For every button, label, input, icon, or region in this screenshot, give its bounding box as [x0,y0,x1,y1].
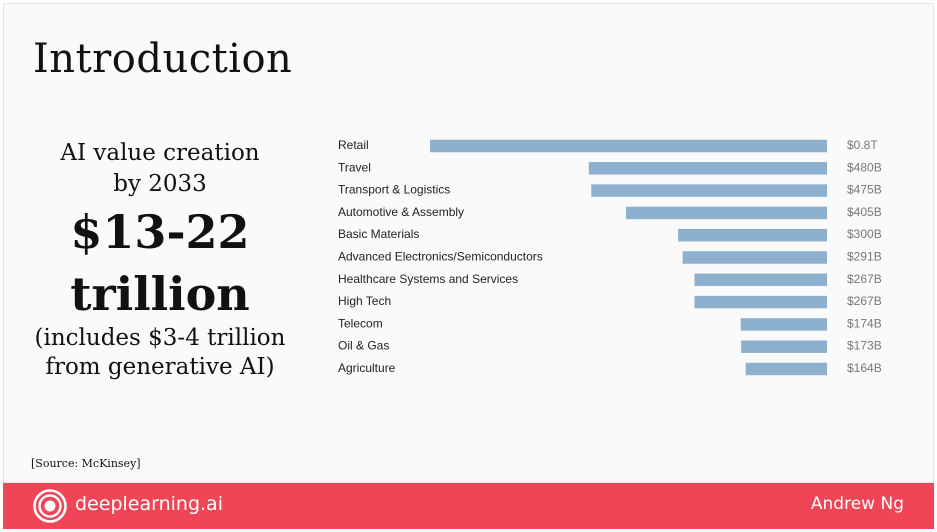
slide [3,3,934,483]
footer-bar: deeplearning.ai Andrew Ng [3,483,934,529]
source-citation: [Source: McKinsey] [31,457,141,470]
slide-title: Introduction [33,36,293,82]
note-line-1: (includes $3-4 trillion [34,325,286,351]
note-line-2: from generative AI) [45,354,275,380]
subtitle-line-1: AI value creation [60,140,260,166]
subtitle-line-2: by 2033 [113,171,207,197]
value-range: $13-22 [70,205,250,259]
brand-name: deeplearning.ai [75,493,223,515]
headline-block: AI value creation by 2033 $13-22 trillio… [20,138,300,382]
deeplearning-logo-icon [33,489,67,523]
author-name: Andrew Ng [810,494,904,514]
value-unit: trillion [70,267,250,321]
